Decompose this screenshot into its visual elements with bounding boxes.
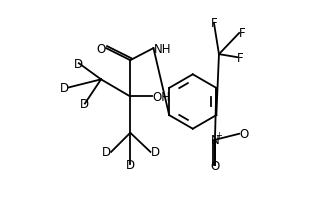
Text: -: - [243,125,246,134]
Text: O: O [210,159,219,172]
Text: D: D [80,98,89,110]
Text: N: N [211,134,219,147]
Text: D: D [151,146,160,159]
Text: D: D [60,81,69,94]
Text: F: F [239,27,246,40]
Text: NH: NH [153,42,171,55]
Text: O: O [97,42,106,55]
Text: D: D [74,57,83,70]
Text: F: F [237,51,244,64]
Text: OH: OH [152,90,170,103]
Text: F: F [211,17,217,30]
Text: D: D [102,146,111,159]
Text: O: O [239,128,249,141]
Text: D: D [126,158,135,171]
Text: +: + [215,131,222,140]
